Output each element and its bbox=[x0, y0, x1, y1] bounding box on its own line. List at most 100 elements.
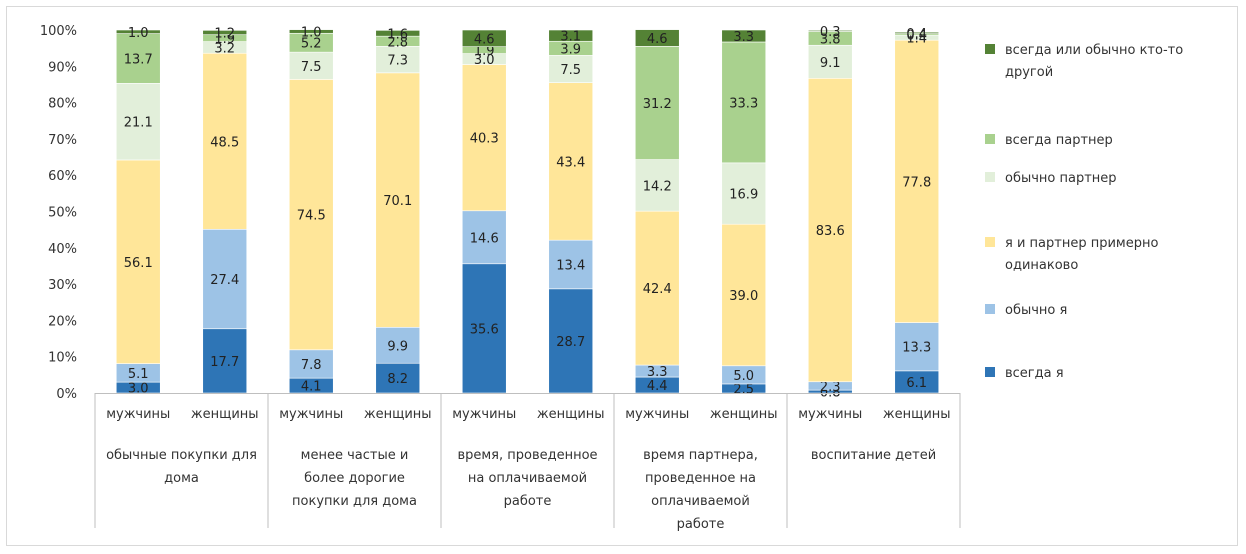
bar-segment bbox=[634, 46, 680, 160]
x-group-label: покупки для дома bbox=[292, 494, 417, 509]
data-label: 70.1 bbox=[383, 194, 412, 209]
x-sub-category-label: мужчины bbox=[625, 407, 689, 422]
data-label: 48.5 bbox=[210, 135, 239, 150]
data-label: 4.1 bbox=[301, 380, 322, 395]
bar-segment bbox=[721, 223, 767, 367]
x-sub-category-label: женщины bbox=[191, 407, 259, 422]
legend-label: другой bbox=[1005, 65, 1053, 80]
data-label: 1.6 bbox=[387, 27, 408, 42]
y-tick-label: 20% bbox=[48, 314, 77, 329]
data-label: 21.1 bbox=[124, 116, 153, 131]
data-label: 7.5 bbox=[301, 60, 322, 75]
data-label: 3.1 bbox=[560, 30, 581, 45]
data-label: 83.6 bbox=[816, 224, 845, 239]
y-tick-label: 50% bbox=[48, 206, 77, 221]
data-label: 1.0 bbox=[301, 25, 322, 40]
data-label: 3.0 bbox=[128, 382, 149, 397]
data-label: 0.3 bbox=[820, 25, 841, 40]
y-tick-label: 90% bbox=[48, 60, 77, 75]
x-group-label: время, проведенное bbox=[457, 448, 597, 463]
data-label: 13.4 bbox=[556, 258, 585, 273]
bar-segment bbox=[202, 52, 248, 230]
data-label: 1.9 bbox=[214, 32, 235, 47]
data-label: 3.3 bbox=[647, 365, 668, 380]
y-tick-label: 0% bbox=[56, 387, 77, 402]
y-tick-label: 100% bbox=[40, 24, 77, 39]
data-label: 77.8 bbox=[902, 175, 931, 190]
data-label: 13.7 bbox=[124, 52, 153, 67]
x-group-label: дома bbox=[164, 471, 199, 486]
x-sub-category-label: мужчины bbox=[798, 407, 862, 422]
bar-segment bbox=[634, 159, 680, 212]
legend-label: обычно партнер bbox=[1005, 171, 1117, 186]
legend-swatch bbox=[985, 304, 995, 314]
data-label: 5.1 bbox=[128, 367, 149, 382]
x-group-label: на оплачиваемой bbox=[468, 471, 587, 486]
bar-segment bbox=[375, 30, 421, 37]
legend-swatch bbox=[985, 237, 995, 247]
bar-segment bbox=[548, 239, 594, 290]
x-group-label: проведенное на bbox=[645, 471, 756, 486]
data-label: 1.0 bbox=[128, 26, 149, 41]
bar-segment bbox=[461, 64, 507, 212]
data-label: 3.8 bbox=[820, 32, 841, 47]
bar-segment bbox=[634, 29, 680, 47]
bar-segment bbox=[548, 288, 594, 394]
data-label: 74.5 bbox=[297, 209, 326, 224]
bar-segment bbox=[375, 46, 421, 74]
data-label: 56.1 bbox=[124, 256, 153, 271]
x-group-label: обычные покупки для bbox=[106, 448, 257, 463]
legend-label: всегда или обычно кто-то bbox=[1005, 43, 1183, 58]
y-tick-label: 30% bbox=[48, 278, 77, 293]
legend-swatch bbox=[985, 367, 995, 377]
data-label: 2.8 bbox=[387, 35, 408, 50]
bar-segment bbox=[461, 29, 507, 47]
x-group-label: воспитание детей bbox=[811, 448, 936, 463]
bar-segment bbox=[115, 83, 161, 161]
data-label: 31.2 bbox=[643, 97, 672, 112]
data-label: 39.0 bbox=[729, 289, 758, 304]
bar-segment bbox=[548, 55, 594, 83]
bar-segment bbox=[548, 29, 594, 42]
x-sub-category-label: женщины bbox=[537, 407, 605, 422]
data-label: 14.2 bbox=[643, 179, 672, 194]
legend-swatch bbox=[985, 44, 995, 54]
data-label: 4.6 bbox=[474, 32, 495, 47]
bar-segment bbox=[807, 44, 853, 79]
y-tick-label: 70% bbox=[48, 133, 77, 148]
bar-segment bbox=[548, 82, 594, 241]
chart-frame bbox=[6, 6, 1238, 546]
x-sub-category-label: женщины bbox=[710, 407, 778, 422]
bar-segment bbox=[721, 29, 767, 43]
legend-label: всегда партнер bbox=[1005, 133, 1113, 148]
data-label: 1.2 bbox=[214, 27, 235, 42]
x-group-label: оплачиваемой bbox=[651, 494, 750, 509]
data-label: 7.8 bbox=[301, 358, 322, 373]
bar-segment bbox=[807, 30, 853, 32]
data-label: 0.4 bbox=[906, 27, 927, 42]
x-group-label: время партнера, bbox=[643, 448, 758, 463]
bar-segment bbox=[461, 263, 507, 394]
bar-segment bbox=[115, 33, 161, 84]
data-label: 42.4 bbox=[643, 282, 672, 297]
data-label: 8.2 bbox=[387, 372, 408, 387]
data-label: 4.6 bbox=[647, 32, 668, 47]
data-label: 7.5 bbox=[560, 63, 581, 78]
bar-segment bbox=[894, 31, 940, 34]
bar-segment bbox=[721, 162, 767, 225]
data-label: 14.6 bbox=[470, 231, 499, 246]
x-sub-category-label: мужчины bbox=[279, 407, 343, 422]
y-tick-label: 40% bbox=[48, 242, 77, 257]
bar-segment bbox=[634, 210, 680, 366]
y-tick-label: 60% bbox=[48, 169, 77, 184]
data-label: 28.7 bbox=[556, 335, 585, 350]
x-sub-category-label: женщины bbox=[364, 407, 432, 422]
legend-swatch bbox=[985, 134, 995, 144]
data-label: 3.9 bbox=[560, 42, 581, 57]
data-label: 43.4 bbox=[556, 155, 585, 170]
bar-segment bbox=[288, 349, 334, 379]
data-label: 5.2 bbox=[301, 37, 322, 52]
data-label: 16.9 bbox=[729, 188, 758, 203]
data-label: 35.6 bbox=[470, 322, 499, 337]
